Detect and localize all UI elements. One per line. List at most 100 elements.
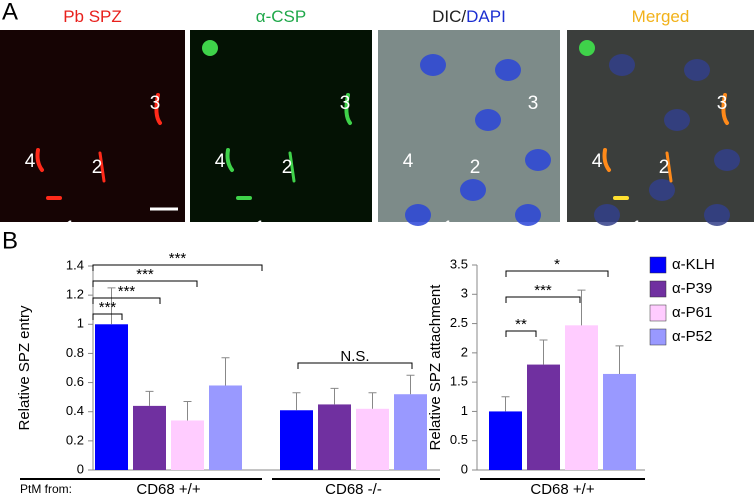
cell-label: 2 xyxy=(92,157,103,178)
legend-swatch xyxy=(649,328,667,346)
sporozoite xyxy=(225,148,234,172)
y-tick-label: 0.8 xyxy=(66,345,84,360)
sig-label: *** xyxy=(99,299,117,316)
y-tick-label: 2.5 xyxy=(450,315,468,330)
sporozoite xyxy=(98,151,106,183)
bar xyxy=(603,373,636,470)
cell-label: 2 xyxy=(470,157,481,178)
cell-label: 1 xyxy=(255,218,266,239)
nucleus xyxy=(704,204,730,226)
nucleus xyxy=(405,204,431,226)
bar xyxy=(356,408,389,470)
bar xyxy=(489,411,522,470)
panel-title: α-CSP xyxy=(256,7,306,26)
sig-label: *** xyxy=(169,250,187,267)
sig-bracket xyxy=(92,313,123,320)
cell-label: 1 xyxy=(443,218,454,239)
nucleus xyxy=(609,54,635,76)
sig-label: N.S. xyxy=(340,348,369,365)
x-prefix: PtM from: xyxy=(20,482,72,494)
y-tick-label: 3 xyxy=(461,286,468,301)
bar xyxy=(171,420,204,470)
panel-title: Merged xyxy=(632,7,690,26)
panel-title: Pb SPZ xyxy=(63,7,122,26)
cell-label: 1 xyxy=(632,218,643,239)
bar xyxy=(318,404,351,470)
bar xyxy=(209,385,242,470)
nucleus xyxy=(525,149,551,171)
sporozoite xyxy=(35,148,44,172)
cell-label: 3 xyxy=(528,93,539,114)
sig-bracket xyxy=(297,362,413,369)
error-bar xyxy=(145,390,154,406)
sporozoite xyxy=(665,151,673,183)
nucleus xyxy=(594,204,620,226)
sporozoite xyxy=(721,93,729,125)
title-part: Merged xyxy=(632,7,690,26)
y-tick-label: 1.4 xyxy=(66,257,84,272)
legend-label: α-P61 xyxy=(672,304,712,321)
micrograph xyxy=(0,30,185,222)
cell-label: 2 xyxy=(282,157,293,178)
sig-bracket xyxy=(92,280,198,287)
panel-letter: A xyxy=(2,0,18,25)
error-bar xyxy=(615,345,624,374)
bar xyxy=(133,405,166,470)
y-tick-label: 0.5 xyxy=(450,432,468,447)
title-part: Pb SPZ xyxy=(63,7,122,26)
cell-label: 4 xyxy=(215,151,226,172)
error-bar xyxy=(221,357,230,386)
panel-letter: B xyxy=(2,227,18,254)
y-axis-label: Relative SPZ attachment xyxy=(427,284,444,451)
x-tick-label: CD68 +/+ xyxy=(530,481,594,494)
error-bar xyxy=(330,387,339,405)
sig-label: *** xyxy=(534,282,552,299)
bar xyxy=(95,324,128,470)
sig-label: ** xyxy=(515,316,527,333)
cell-label: 4 xyxy=(592,151,603,172)
nucleus xyxy=(649,179,675,201)
y-tick-label: 0 xyxy=(461,461,468,476)
sporozoite xyxy=(344,93,352,125)
spot xyxy=(579,40,595,56)
error-bar xyxy=(368,392,377,409)
sig-bracket xyxy=(505,270,609,277)
error-bar xyxy=(292,392,301,411)
error-bar xyxy=(501,396,510,412)
nucleus xyxy=(420,54,446,76)
bar xyxy=(394,394,427,470)
legend-label: α-P52 xyxy=(672,328,712,345)
y-tick-label: 0.6 xyxy=(66,374,84,389)
cell-label: 3 xyxy=(340,93,351,114)
nucleus xyxy=(515,204,541,226)
sig-bracket xyxy=(92,264,263,271)
micrograph xyxy=(190,30,372,222)
legend-label: α-P39 xyxy=(672,280,712,297)
y-tick-label: 1 xyxy=(461,403,468,418)
error-bar xyxy=(406,374,415,395)
bar xyxy=(280,410,313,470)
sig-label: * xyxy=(554,256,560,273)
legend-label: α-KLH xyxy=(672,256,715,273)
sporozoite xyxy=(602,148,611,172)
y-axis-label: Relative SPZ entry xyxy=(16,305,33,431)
y-tick-label: 1 xyxy=(77,316,84,331)
x-tick-label: CD68 +/+ xyxy=(136,481,200,494)
y-tick-label: 1.2 xyxy=(66,287,84,302)
bar xyxy=(527,364,560,470)
sig-bracket xyxy=(505,330,537,337)
sporozoite xyxy=(288,151,296,183)
sig-label: *** xyxy=(136,266,154,283)
panel-title: DIC/DAPI xyxy=(432,7,506,26)
error-bar xyxy=(577,289,586,326)
nucleus xyxy=(684,59,710,81)
legend-swatch xyxy=(649,256,667,274)
nucleus xyxy=(714,149,740,171)
y-tick-label: 0.4 xyxy=(66,403,84,418)
y-tick-label: 1.5 xyxy=(450,374,468,389)
y-tick-label: 3.5 xyxy=(450,256,468,271)
y-tick-label: 0.2 xyxy=(66,432,84,447)
nucleus xyxy=(475,109,501,131)
nucleus xyxy=(460,179,486,201)
